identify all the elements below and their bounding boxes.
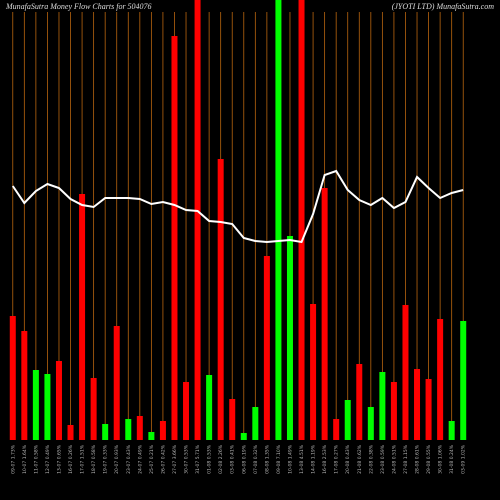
x-tick-label: 19-07 0.33% xyxy=(103,444,109,474)
x-tick-label: 26-07 0.42% xyxy=(160,444,166,474)
x-tick-label: 20-08 0.43% xyxy=(345,444,351,474)
bar xyxy=(148,432,155,440)
bar xyxy=(460,321,467,440)
x-tick-label: 02-08 2.26% xyxy=(218,444,224,474)
bar xyxy=(263,256,270,440)
bar xyxy=(367,407,374,440)
bar xyxy=(32,370,39,440)
bar xyxy=(333,419,340,440)
x-tick-label: 03-08 0.41% xyxy=(230,444,236,474)
x-tick-label: 10-07 1.64% xyxy=(22,444,28,474)
x-tick-label: 20-07 0.93% xyxy=(114,444,120,474)
x-tick-label: 14-08 1.19% xyxy=(311,444,317,474)
x-tick-label: 31-08 0.24% xyxy=(449,444,455,474)
chart-title: MunafaSutra Money Flow Charts for 504076 xyxy=(5,2,152,11)
bar xyxy=(229,399,236,440)
x-tick-label: 01-08 0.53% xyxy=(207,444,213,474)
bar xyxy=(402,305,409,440)
bar xyxy=(79,194,86,440)
bar xyxy=(55,361,62,440)
x-tick-label: 27-07 3.66% xyxy=(172,444,178,474)
x-tick-label: 09-07 1.73% xyxy=(10,444,16,474)
bar xyxy=(136,416,143,440)
bar xyxy=(102,424,109,440)
bar xyxy=(425,379,432,440)
x-tick-label: 24-08 0.51% xyxy=(391,444,397,474)
x-tick-label: 03-09 1.02% xyxy=(461,444,467,474)
bar xyxy=(356,364,363,440)
bar xyxy=(252,407,259,440)
bar xyxy=(448,421,455,440)
bar xyxy=(67,425,74,440)
x-tick-label: 28-08 0.61% xyxy=(415,444,421,474)
x-tick-label: 13-07 0.65% xyxy=(56,444,62,474)
bar xyxy=(275,0,282,440)
bar xyxy=(321,188,328,440)
x-tick-label: 07-08 0.32% xyxy=(253,444,259,474)
x-tick-label: 24-07 0.49% xyxy=(137,444,143,474)
x-tick-label: 08-08 1.35% xyxy=(264,444,270,474)
bar xyxy=(171,36,178,440)
x-tick-label: 18-07 0.58% xyxy=(91,444,97,474)
x-tick-label: 11-07 0.58% xyxy=(33,444,39,474)
bar xyxy=(183,382,190,440)
plot xyxy=(9,0,467,440)
x-tick-label: 16-08 2.53% xyxy=(322,444,328,474)
bar xyxy=(298,0,305,440)
x-tick-label: 12-07 0.49% xyxy=(45,444,51,474)
bar xyxy=(286,236,293,440)
x-tick-label: 09-08 7.10% xyxy=(276,444,282,474)
x-tick-label: 23-07 0.43% xyxy=(126,444,132,474)
x-tick-label: 25-07 0.21% xyxy=(149,444,155,474)
x-tick-label: 13-08 4.51% xyxy=(299,444,305,474)
bar xyxy=(217,159,224,440)
bar xyxy=(159,421,166,440)
chart-subtitle: (JYOTI LTD) MunafaSutra.com xyxy=(392,2,495,11)
bar xyxy=(240,433,247,440)
bar xyxy=(437,319,444,440)
x-tick-label: 17-08 0.27% xyxy=(334,444,340,474)
x-tick-label: 23-08 0.59% xyxy=(380,444,386,474)
x-tick-label: 22-08 0.38% xyxy=(368,444,374,474)
x-tick-label: 31-07 5.71% xyxy=(195,444,201,474)
x-tick-label: 30-07 0.53% xyxy=(184,444,190,474)
bar xyxy=(44,374,51,440)
bar xyxy=(9,316,16,440)
x-tick-label: 29-08 0.55% xyxy=(426,444,432,474)
x-tick-label: 16-07 0.26% xyxy=(68,444,74,474)
bar xyxy=(125,419,132,440)
x-tick-label: 21-08 0.62% xyxy=(357,444,363,474)
bar xyxy=(344,400,351,440)
bar xyxy=(21,331,28,440)
bar xyxy=(310,304,317,440)
x-tick-label: 06-08 0.19% xyxy=(241,444,247,474)
bar xyxy=(379,372,386,440)
bar xyxy=(194,0,201,440)
bar xyxy=(113,326,120,440)
price-line xyxy=(11,169,464,244)
bar xyxy=(390,382,397,440)
bar xyxy=(206,375,213,440)
x-tick-label: 10-08 1.49% xyxy=(287,444,293,474)
x-tick-label: 30-08 1.06% xyxy=(438,444,444,474)
bar xyxy=(414,369,421,440)
bar xyxy=(90,378,97,440)
x-tick-label: 17-07 1.51% xyxy=(80,444,86,474)
x-tick-label: 27-08 1.15% xyxy=(403,444,409,474)
